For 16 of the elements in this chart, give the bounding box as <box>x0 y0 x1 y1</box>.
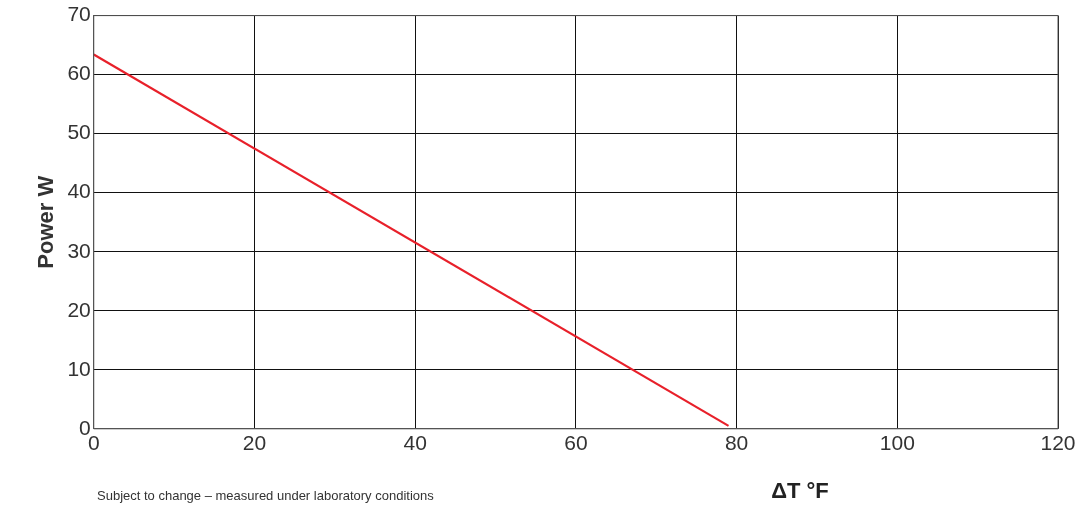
x-tick-label: 120 <box>1040 431 1076 455</box>
x-tick-label: 100 <box>879 431 915 455</box>
x-tick-label: 40 <box>403 431 427 455</box>
y-tick-label: 20 <box>67 297 91 321</box>
x-tick-label: 80 <box>724 431 749 455</box>
text: Subject to change – measured under laboratory conditions <box>97 488 434 503</box>
y-tick-label: 10 <box>67 356 91 380</box>
y-tick-label: 70 <box>67 2 91 26</box>
y-tick-label: 50 <box>67 120 91 144</box>
y-tick-label: 60 <box>67 61 91 85</box>
x-tick-label: 20 <box>242 431 267 455</box>
y-tick-label: 30 <box>67 238 91 262</box>
x-axis-title: ΔT °F <box>770 478 830 504</box>
y-axis-title: Power W <box>33 175 59 269</box>
x-tick-label: 60 <box>564 431 588 455</box>
y-tick-label: 40 <box>67 179 91 203</box>
